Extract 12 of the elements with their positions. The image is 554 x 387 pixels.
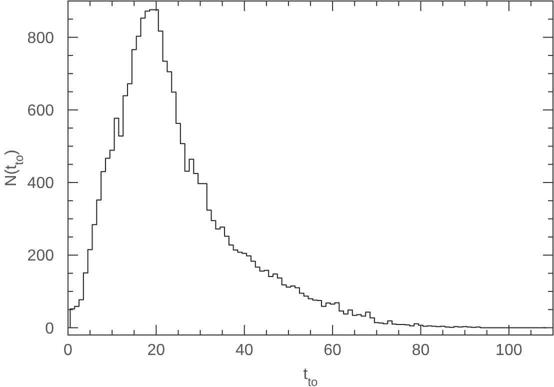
y-tick-label: 200 [27, 248, 54, 265]
x-tick-label: 80 [412, 342, 430, 359]
x-tick-label: 20 [147, 342, 166, 359]
y-tick-label: 400 [27, 175, 54, 192]
y-tick-label: 600 [27, 102, 54, 120]
y-tick-label: 0 [45, 320, 54, 338]
x-tick-label: 40 [235, 342, 254, 359]
x-axis-title: t$_{to}$ [303, 366, 318, 387]
y-tick-label: 800 [27, 30, 54, 47]
x-tick-label: 100 [496, 342, 522, 359]
x-tick-label: 0 [64, 342, 73, 359]
x-tick-label: 60 [324, 342, 342, 359]
